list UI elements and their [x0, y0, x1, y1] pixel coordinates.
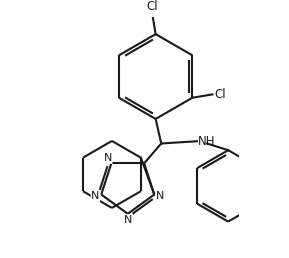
Text: N: N	[103, 153, 112, 163]
Text: N: N	[156, 191, 164, 201]
Text: N: N	[91, 191, 100, 201]
Text: Cl: Cl	[215, 88, 226, 101]
Text: NH: NH	[197, 135, 215, 148]
Text: Cl: Cl	[147, 0, 158, 13]
Text: N: N	[124, 215, 132, 225]
